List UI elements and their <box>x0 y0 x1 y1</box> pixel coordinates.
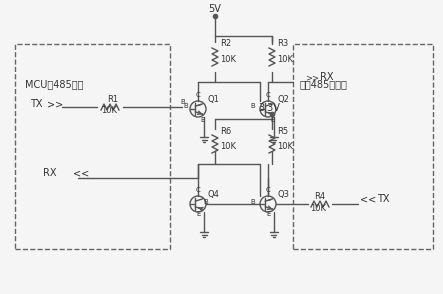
Text: R1: R1 <box>107 95 118 104</box>
Text: R6: R6 <box>220 127 231 136</box>
Text: C: C <box>266 92 271 98</box>
Text: B: B <box>180 99 185 105</box>
Text: C: C <box>196 187 201 193</box>
Text: 5V: 5V <box>209 4 222 14</box>
Text: E: E <box>266 211 270 217</box>
Text: 3.3V: 3.3V <box>258 103 280 113</box>
Text: >>: >> <box>47 99 63 109</box>
Text: 10K: 10K <box>277 55 293 64</box>
Text: B: B <box>203 199 208 205</box>
Text: TX: TX <box>31 99 43 109</box>
Text: 外部485接口端: 外部485接口端 <box>300 79 348 89</box>
Text: B: B <box>183 103 188 109</box>
Text: C: C <box>266 187 271 193</box>
Text: <<: << <box>360 194 376 204</box>
Text: E: E <box>196 211 200 217</box>
Text: B: B <box>250 199 255 205</box>
Text: 10K: 10K <box>220 55 236 64</box>
Text: RX: RX <box>320 72 334 82</box>
Text: 10K: 10K <box>220 142 236 151</box>
Text: 10K: 10K <box>310 204 326 213</box>
Text: C: C <box>196 92 201 98</box>
Text: E: E <box>270 117 274 123</box>
Text: >>: >> <box>305 73 319 82</box>
Text: Q4: Q4 <box>208 190 220 199</box>
Text: MCU端485接口: MCU端485接口 <box>25 79 83 89</box>
Text: <<: << <box>73 168 89 178</box>
Text: 10K: 10K <box>277 142 293 151</box>
Text: Q1: Q1 <box>208 95 220 104</box>
Text: RX: RX <box>43 168 57 178</box>
Text: TX: TX <box>377 194 389 204</box>
Text: B: B <box>250 103 255 109</box>
Text: R4: R4 <box>314 192 325 201</box>
Text: Q2: Q2 <box>278 95 290 104</box>
Text: E: E <box>200 117 204 123</box>
Text: 10K: 10K <box>101 106 117 115</box>
Text: Q3: Q3 <box>278 190 290 199</box>
Text: R5: R5 <box>277 127 288 136</box>
Text: R2: R2 <box>220 39 231 48</box>
Text: R3: R3 <box>277 39 288 48</box>
